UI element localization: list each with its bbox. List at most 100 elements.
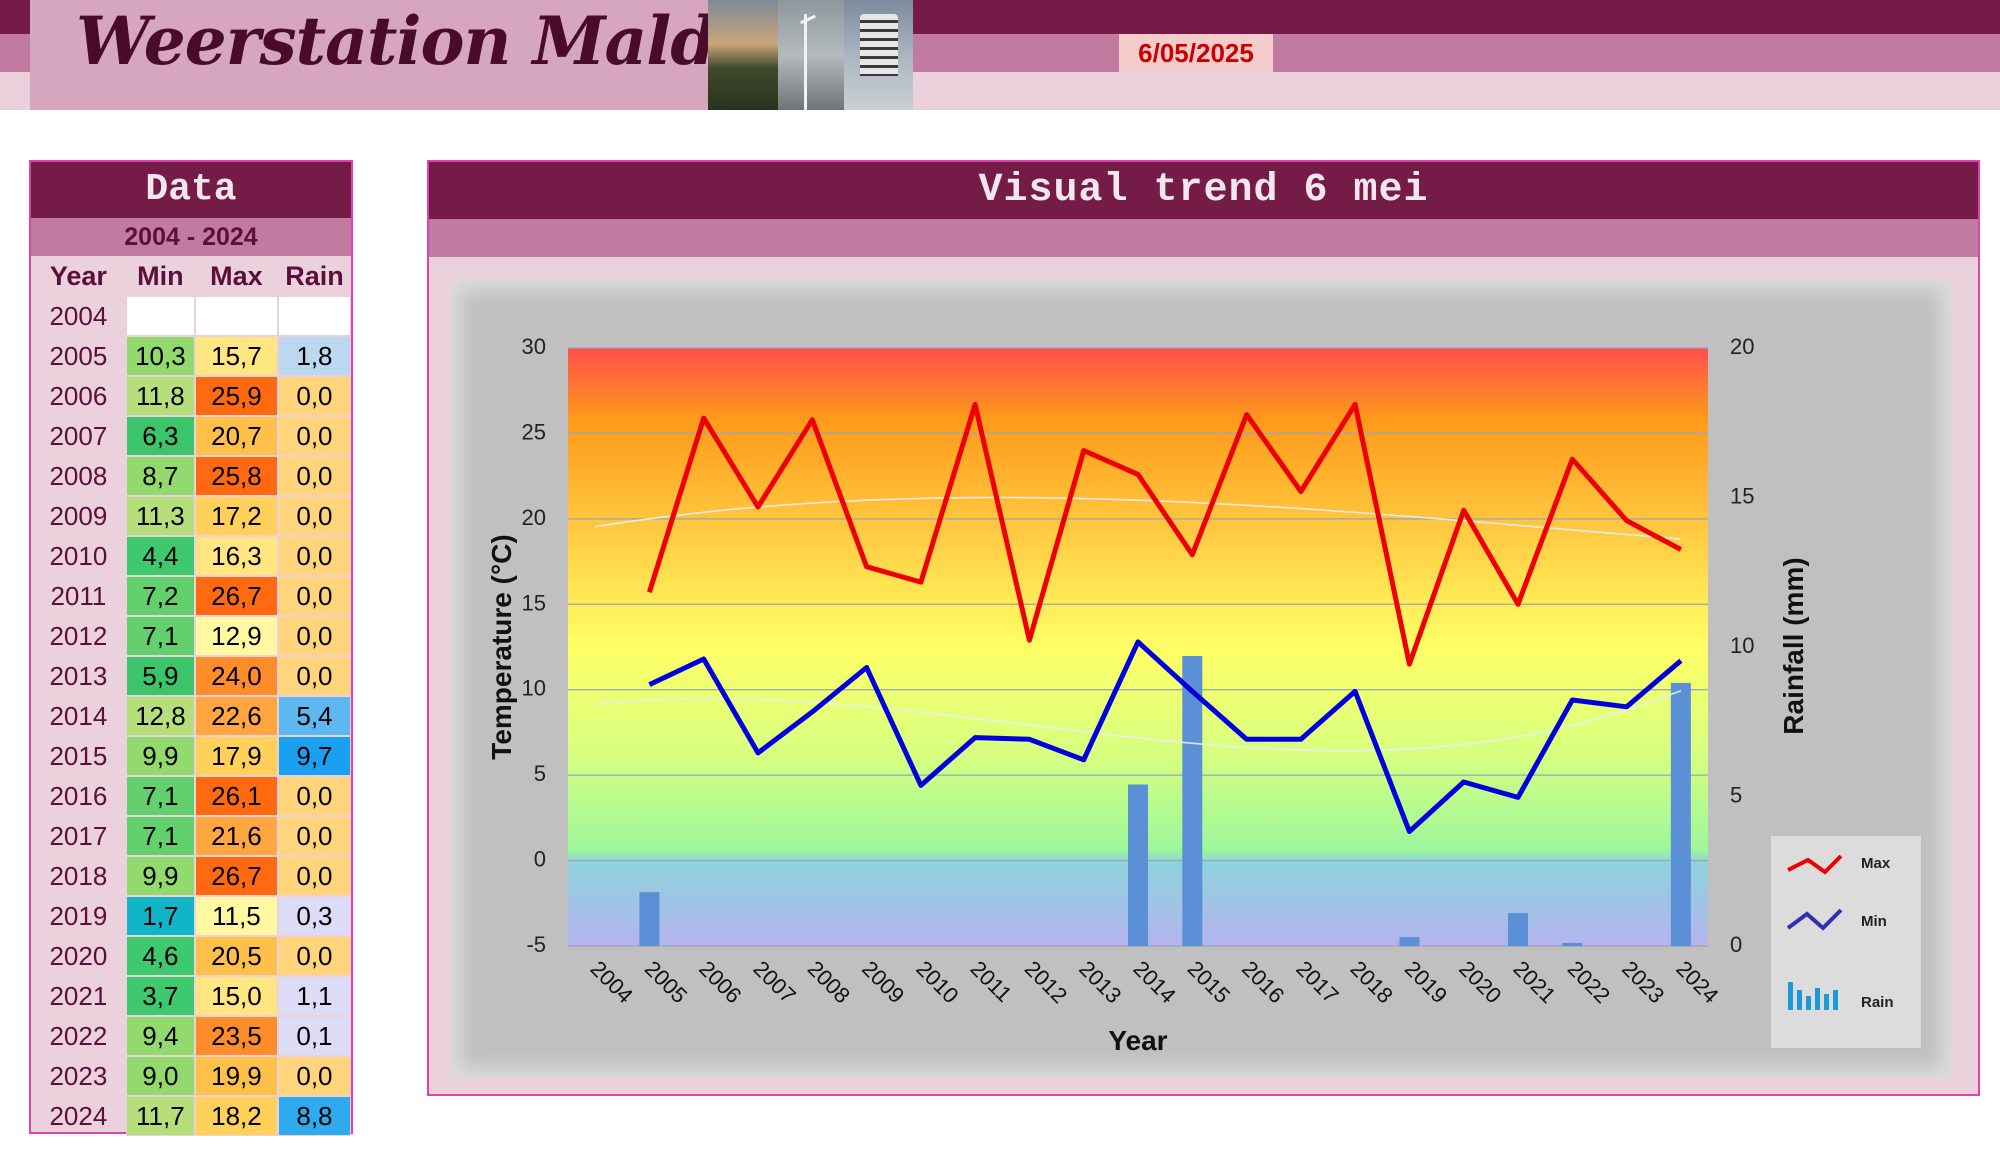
y2-tick-label: 20 bbox=[1730, 334, 1754, 359]
cell-max bbox=[194, 296, 278, 336]
x-tick-label: 2022 bbox=[1563, 956, 1615, 1008]
cell-min: 4,6 bbox=[125, 936, 195, 976]
legend-rain-icon bbox=[1824, 994, 1829, 1010]
site-logo[interactable]: Weerstation Malderen bbox=[30, 0, 879, 110]
cell-min: 1,7 bbox=[125, 896, 195, 936]
legend-label-max: Max bbox=[1861, 855, 1891, 872]
table-row: 2014 12,8 22,6 5,4 bbox=[31, 696, 351, 736]
cell-rain: 1,8 bbox=[277, 336, 351, 376]
legend-label-min: Min bbox=[1861, 913, 1887, 930]
data-table-range: 2004 - 2024 bbox=[31, 218, 351, 256]
cell-year: 2009 bbox=[49, 501, 108, 531]
cell-year: 2008 bbox=[49, 461, 108, 491]
cell-max: 26,7 bbox=[194, 576, 278, 616]
y2-tick-label: 0 bbox=[1730, 932, 1742, 957]
station-photo-sunset bbox=[708, 0, 778, 110]
column-header-year: Year bbox=[49, 261, 107, 291]
cell-year: 2023 bbox=[49, 1061, 108, 1091]
cell-rain: 0,1 bbox=[277, 1016, 351, 1056]
cell-min: 9,4 bbox=[125, 1016, 195, 1056]
table-row: 2017 7,1 21,6 0,0 bbox=[31, 816, 351, 856]
rain-bar bbox=[639, 892, 660, 946]
cell-rain: 0,0 bbox=[277, 496, 351, 536]
table-row: 2021 3,7 15,0 1,1 bbox=[31, 976, 351, 1016]
cell-rain: 0,0 bbox=[277, 776, 351, 816]
cell-year: 2007 bbox=[49, 421, 108, 451]
x-tick-label: 2015 bbox=[1183, 956, 1235, 1008]
y-axis-title: Temperature (°C) bbox=[486, 534, 517, 759]
cell-year: 2020 bbox=[49, 941, 108, 971]
rain-bar bbox=[1128, 784, 1148, 946]
cell-min: 3,7 bbox=[125, 976, 195, 1016]
y-tick-label: 20 bbox=[522, 505, 546, 530]
cell-year: 2005 bbox=[49, 341, 108, 371]
cell-min: 4,4 bbox=[125, 536, 195, 576]
cell-year: 2010 bbox=[49, 541, 108, 571]
y-tick-label: -5 bbox=[526, 932, 546, 957]
current-date: 6/05/2025 bbox=[1119, 34, 1273, 72]
cell-min bbox=[125, 296, 195, 336]
table-row: 2020 4,6 20,5 0,0 bbox=[31, 936, 351, 976]
cell-min: 9,9 bbox=[125, 736, 195, 776]
y-tick-label: 5 bbox=[534, 761, 546, 786]
x-tick-label: 2017 bbox=[1291, 956, 1343, 1008]
y2-tick-label: 10 bbox=[1730, 633, 1754, 658]
y2-tick-label: 15 bbox=[1730, 484, 1754, 509]
x-tick-label: 2012 bbox=[1020, 956, 1072, 1008]
table-row: 2005 10,3 15,7 1,8 bbox=[31, 336, 351, 376]
cell-rain: 0,0 bbox=[277, 416, 351, 456]
cell-rain: 9,7 bbox=[277, 736, 351, 776]
series-line-min bbox=[648, 639, 1683, 834]
chart-title: Visual trend 6 mei bbox=[429, 162, 1978, 219]
cell-rain: 0,0 bbox=[277, 616, 351, 656]
table-row: 2024 11,7 18,2 8,8 bbox=[31, 1096, 351, 1136]
x-tick-label: 2013 bbox=[1074, 956, 1126, 1008]
table-row: 2016 7,1 26,1 0,0 bbox=[31, 776, 351, 816]
cell-rain: 5,4 bbox=[277, 696, 351, 736]
radiation-shield-icon bbox=[860, 14, 898, 76]
cell-year: 2012 bbox=[49, 621, 108, 651]
x-tick-label: 2018 bbox=[1346, 956, 1398, 1008]
cell-max: 17,9 bbox=[194, 736, 278, 776]
cell-min: 7,1 bbox=[125, 616, 195, 656]
data-table-body: 2004 2005 10,3 15,7 1,8 2006 11,8 25,9 0,0 2007 6,… bbox=[31, 296, 351, 1136]
y-tick-label: 15 bbox=[522, 590, 546, 615]
cell-max: 15,0 bbox=[194, 976, 278, 1016]
x-tick-label: 2021 bbox=[1508, 956, 1560, 1008]
table-row: 2004 bbox=[31, 296, 351, 336]
x-tick-label: 2004 bbox=[586, 956, 638, 1008]
x-tick-label: 2008 bbox=[803, 956, 855, 1008]
cell-year: 2021 bbox=[49, 981, 108, 1011]
cell-min: 5,9 bbox=[125, 656, 195, 696]
cell-min: 7,1 bbox=[125, 776, 195, 816]
cell-rain: 0,0 bbox=[277, 376, 351, 416]
cell-max: 26,1 bbox=[194, 776, 278, 816]
cell-max: 15,7 bbox=[194, 336, 278, 376]
cell-year: 2004 bbox=[49, 301, 108, 331]
cell-max: 21,6 bbox=[194, 816, 278, 856]
cell-year: 2013 bbox=[49, 661, 108, 691]
cell-max: 19,9 bbox=[194, 1056, 278, 1096]
rain-bar bbox=[1182, 655, 1203, 946]
column-header-rain: Rain bbox=[285, 261, 344, 291]
cell-min: 8,7 bbox=[125, 456, 195, 496]
cell-max: 18,2 bbox=[194, 1096, 278, 1136]
cell-max: 11,5 bbox=[194, 896, 278, 936]
cell-year: 2006 bbox=[49, 381, 108, 411]
table-row: 2022 9,4 23,5 0,1 bbox=[31, 1016, 351, 1056]
cell-max: 20,7 bbox=[194, 416, 278, 456]
rain-bar bbox=[1670, 682, 1691, 946]
x-tick-label: 2016 bbox=[1237, 956, 1289, 1008]
y-tick-label: 10 bbox=[522, 676, 546, 701]
cell-rain: 0,0 bbox=[277, 576, 351, 616]
table-row: 2015 9,9 17,9 9,7 bbox=[31, 736, 351, 776]
cell-max: 26,7 bbox=[194, 856, 278, 896]
rain-bar bbox=[1399, 937, 1420, 946]
table-row: 2008 8,7 25,8 0,0 bbox=[31, 456, 351, 496]
cell-max: 20,5 bbox=[194, 936, 278, 976]
y-tick-label: 30 bbox=[522, 334, 546, 359]
chart-panel: Visual trend 6 mei 30 25 20 15 10 5 0 -5 20 15 10 5… bbox=[427, 160, 1980, 1096]
legend-rain-icon bbox=[1788, 982, 1793, 1010]
x-tick-label: 2007 bbox=[748, 956, 800, 1008]
cell-rain: 0,0 bbox=[277, 656, 351, 696]
